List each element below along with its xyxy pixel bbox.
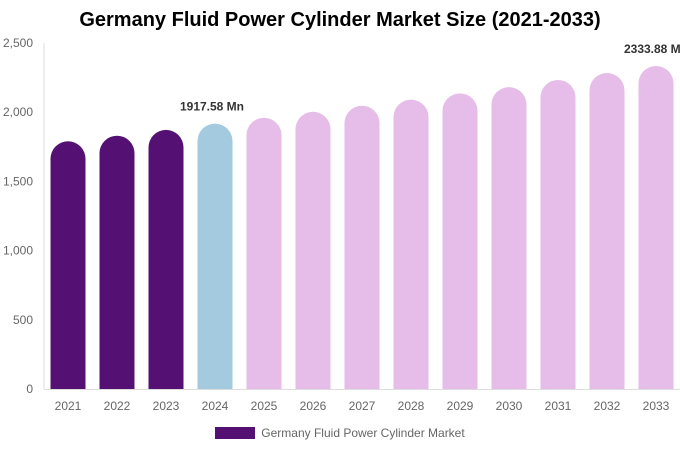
y-tick-label: 0 — [26, 382, 33, 396]
bar-2023 — [148, 129, 184, 389]
x-tick-label: 2021 — [55, 399, 82, 413]
x-tick-label: 2027 — [349, 399, 376, 413]
bar-2031 — [540, 79, 576, 390]
bar-chart: 0 500 1,000 1,500 2,000 2,500 2021 2022 2023 2024… — [3, 36, 680, 413]
x-tick-label: 2028 — [398, 399, 425, 413]
x-tick-label: 2026 — [300, 399, 327, 413]
bar-2032 — [589, 73, 625, 389]
data-label-2033: 2333.88 Mn — [624, 42, 680, 56]
x-tick-label: 2029 — [447, 399, 474, 413]
y-tick-label: 500 — [13, 313, 33, 327]
bar-2021 — [50, 141, 86, 389]
y-tick-label: 2,000 — [3, 105, 33, 119]
chart-title: Germany Fluid Power Cylinder Market Size… — [79, 9, 601, 31]
x-tick-label: 2031 — [545, 399, 572, 413]
x-tick-label: 2033 — [643, 399, 670, 413]
bar-2026 — [295, 111, 331, 389]
legend-swatch — [215, 427, 256, 439]
x-tick-label: 2024 — [202, 399, 229, 413]
bar-2028 — [393, 99, 429, 390]
bar-2033 — [638, 65, 674, 390]
bar-2025 — [246, 117, 282, 389]
data-label-2024: 1917.58 Mn — [180, 100, 244, 114]
x-tick-label: 2023 — [153, 399, 180, 413]
bar-2027 — [344, 105, 380, 390]
legend: Germany Fluid Power Cylinder Market — [0, 426, 680, 440]
legend-label: Germany Fluid Power Cylinder Market — [261, 426, 465, 440]
x-tick-label: 2032 — [594, 399, 621, 413]
x-tick-label: 2022 — [104, 399, 131, 413]
x-tick-label: 2025 — [251, 399, 278, 413]
x-tick-label: 2030 — [496, 399, 523, 413]
y-tick-label: 1,000 — [3, 244, 33, 258]
y-tick-label: 2,500 — [3, 36, 33, 50]
bar-2029 — [442, 93, 478, 390]
bar-2030 — [491, 87, 527, 389]
bar-2022 — [99, 135, 135, 389]
bar-2024 — [197, 123, 233, 389]
y-tick-label: 1,500 — [3, 174, 33, 188]
